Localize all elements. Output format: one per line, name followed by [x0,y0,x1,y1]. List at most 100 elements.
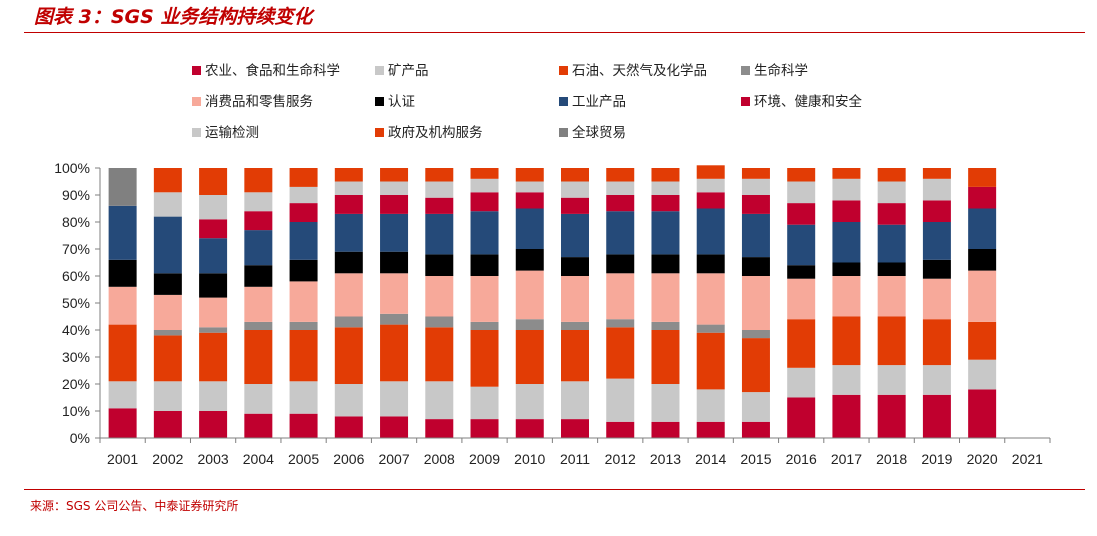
bar-segment [696,273,725,325]
bar-segment [515,419,544,438]
bar-segment [199,327,228,333]
bar-segment [244,211,273,231]
bar-segment [199,195,228,220]
y-tick-label: 20% [62,376,90,392]
y-tick-label: 80% [62,214,90,230]
bar-segment [380,181,409,195]
chart-bars [108,165,997,438]
bar-segment [968,270,997,322]
bar-segment [606,319,635,328]
x-tick-label: 2006 [333,451,364,467]
bar-segment [425,381,454,420]
bar-segment [651,384,680,422]
bar-segment [832,222,861,263]
x-tick-label: 2001 [107,451,138,467]
bar-segment [922,259,951,279]
bar-segment [741,276,770,330]
y-tick-label: 90% [62,187,90,203]
bar-segment [425,276,454,317]
bar-segment [787,181,816,204]
bar-segment [334,327,363,384]
bar-segment [696,254,725,274]
bar-segment [787,367,816,398]
bar-segment [877,203,906,225]
bar-segment [606,378,635,422]
bar-segment [425,327,454,382]
bar-segment [515,319,544,330]
bar-segment [787,397,816,438]
legend-label: 矿产品 [388,63,429,79]
bar-segment [922,319,951,366]
bar-segment [696,165,725,179]
bar-segment [244,413,273,438]
legend-swatch [192,128,201,137]
bar-segment [515,249,544,271]
bar-segment [380,213,409,252]
bar-segment [199,168,228,195]
bar-segment [606,421,635,438]
bar-segment [922,200,951,222]
x-tick-label: 2014 [695,451,726,467]
bar-segment [289,413,318,438]
bar-segment [606,273,635,320]
bar-segment [380,195,409,214]
bar-segment [153,192,182,217]
bar-segment [425,197,454,214]
bar-segment [561,276,589,322]
bar-segment [199,273,228,298]
legend-swatch [559,128,568,137]
bar-segment [877,316,906,366]
bar-segment [425,419,454,438]
y-tick-label: 50% [62,295,90,311]
bar-segment [787,265,816,279]
legend-label: 认证 [388,94,415,110]
bar-segment [922,222,951,260]
bar-segment [153,330,182,336]
bar-segment [922,178,951,201]
bar-segment [515,270,544,320]
y-tick-label: 40% [62,322,90,338]
bar-segment [153,294,182,330]
bar-segment [606,327,635,379]
y-tick-label: 10% [62,403,90,419]
bar-segment [741,178,770,195]
bar-segment [832,365,861,395]
bar-segment [787,319,816,368]
bar-segment [832,394,861,438]
legend-label: 石油、天然气及化学品 [572,62,707,79]
legend-label: 环境、健康和安全 [754,93,862,110]
bar-segment [968,186,997,209]
bar-segment [968,208,997,249]
bar-segment [334,384,363,417]
bar-segment [515,330,544,384]
bar-segment [108,259,137,287]
bar-segment [289,186,318,204]
bar-segment [380,381,409,417]
bar-segment [199,238,228,274]
y-tick-label: 100% [54,160,90,176]
bar-segment [877,168,906,182]
bar-segment [515,168,544,182]
x-tick-label: 2019 [921,451,952,467]
bar-segment [334,273,363,317]
bar-segment [877,365,906,395]
legend-label: 全球贸易 [572,124,626,141]
x-tick-label: 2016 [786,451,817,467]
bar-segment [515,208,544,249]
bar-segment [696,421,725,438]
x-tick-label: 2002 [152,451,183,467]
bar-segment [832,178,861,201]
bar-segment [561,213,589,258]
bar-segment [741,168,770,179]
bar-segment [380,168,409,182]
bar-segment [877,276,906,317]
legend-swatch [741,97,750,106]
bar-segment [696,324,725,333]
x-tick-label: 2008 [424,451,455,467]
x-tick-label: 2015 [740,451,771,467]
bar-segment [651,330,680,384]
bar-segment [470,192,499,212]
legend-swatch [192,97,201,106]
bar-segment [515,192,544,209]
